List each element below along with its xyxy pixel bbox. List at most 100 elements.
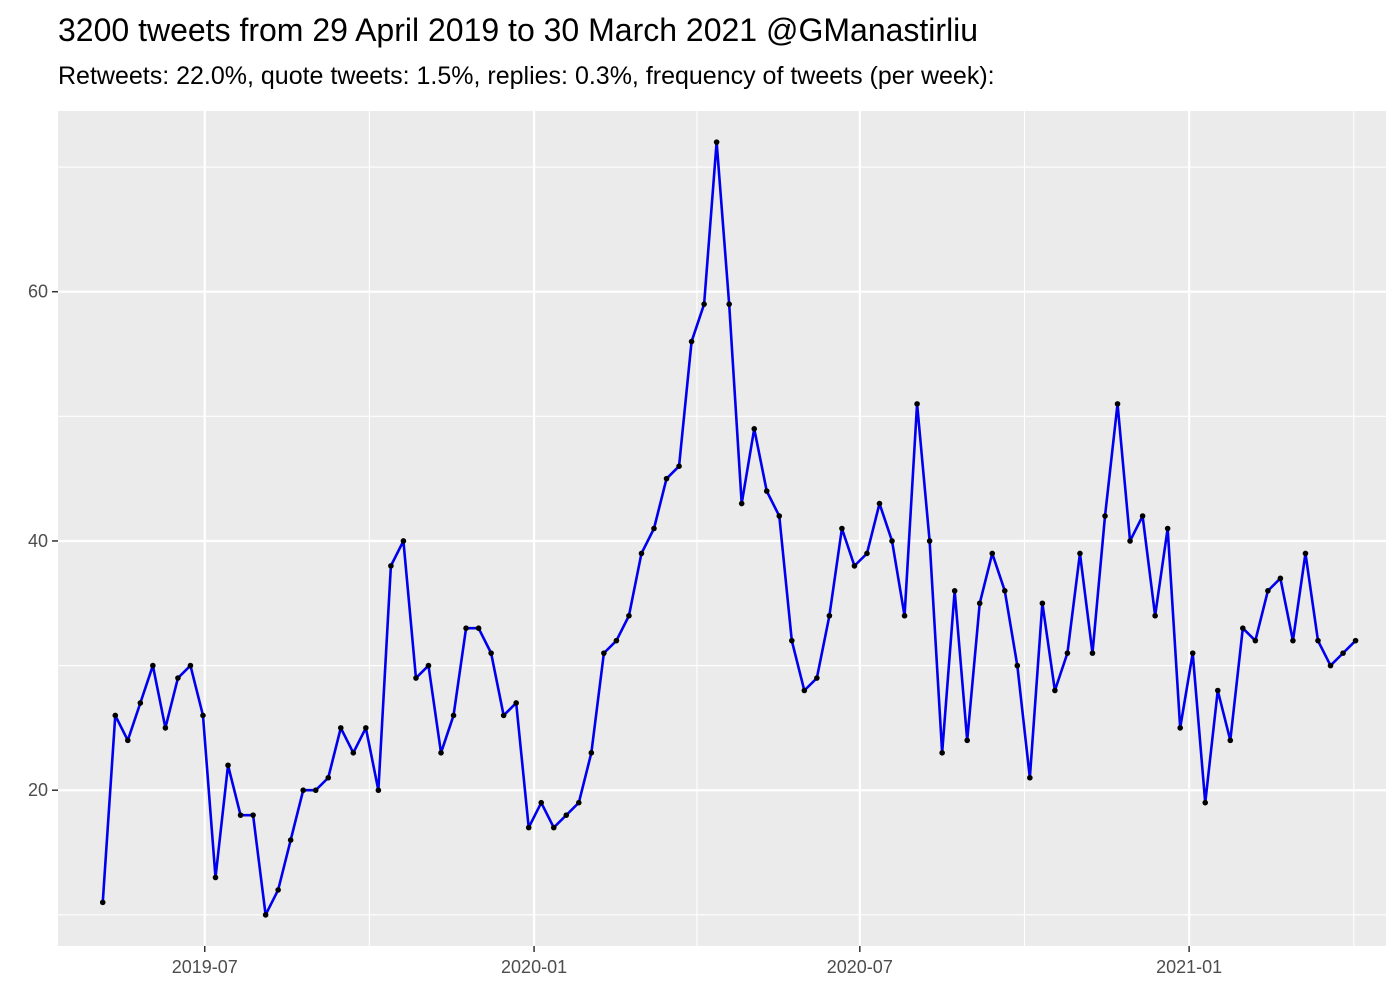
data-point bbox=[964, 737, 970, 744]
data-point bbox=[776, 513, 783, 519]
data-point bbox=[300, 787, 307, 794]
data-point bbox=[939, 750, 945, 756]
data-point bbox=[951, 588, 958, 594]
x-tick-label: 2021-01 bbox=[1156, 957, 1222, 977]
data-point bbox=[576, 799, 582, 806]
data-point bbox=[839, 525, 845, 532]
data-point bbox=[1302, 550, 1309, 557]
data-point bbox=[488, 650, 494, 656]
data-point bbox=[325, 774, 332, 781]
data-point bbox=[1139, 513, 1146, 519]
data-point bbox=[876, 500, 883, 507]
data-point bbox=[500, 712, 507, 719]
data-point bbox=[513, 700, 519, 706]
data-point bbox=[287, 837, 294, 843]
data-point bbox=[638, 550, 645, 557]
data-point bbox=[450, 712, 457, 719]
data-point bbox=[225, 762, 231, 769]
data-point bbox=[626, 612, 632, 619]
data-point bbox=[726, 301, 732, 307]
data-point bbox=[463, 625, 469, 631]
data-point bbox=[976, 600, 983, 607]
axis-ticks bbox=[52, 290, 1190, 952]
data-point bbox=[350, 750, 357, 756]
major-gridlines bbox=[58, 111, 1386, 946]
data-point bbox=[275, 887, 281, 893]
data-point bbox=[137, 700, 144, 706]
data-point bbox=[1202, 799, 1209, 806]
data-point bbox=[99, 899, 106, 906]
chart-title: 3200 tweets from 29 April 2019 to 30 Mar… bbox=[58, 12, 979, 48]
y-tick-label: 60 bbox=[28, 282, 48, 302]
plot-panel bbox=[58, 111, 1386, 946]
data-point bbox=[425, 662, 432, 669]
data-point bbox=[613, 637, 620, 644]
data-point bbox=[989, 550, 996, 557]
data-point bbox=[751, 426, 758, 432]
data-point bbox=[1102, 513, 1108, 519]
data-point bbox=[826, 612, 833, 619]
x-tick-label: 2020-01 bbox=[501, 957, 567, 977]
data-point bbox=[1252, 637, 1259, 644]
data-point bbox=[889, 538, 895, 544]
data-point bbox=[337, 725, 344, 731]
data-point bbox=[901, 612, 908, 619]
data-point bbox=[563, 812, 570, 818]
data-point bbox=[413, 675, 419, 681]
data-point bbox=[475, 625, 482, 631]
data-point bbox=[250, 812, 256, 818]
data-point bbox=[1114, 401, 1121, 407]
data-point bbox=[1240, 625, 1246, 631]
data-point bbox=[701, 301, 707, 307]
y-tick-label: 40 bbox=[28, 531, 48, 551]
data-point bbox=[187, 662, 194, 669]
minor-gridlines bbox=[58, 111, 1386, 946]
data-point bbox=[200, 712, 206, 719]
data-point bbox=[801, 687, 808, 694]
data-point bbox=[1227, 737, 1234, 744]
data-point bbox=[125, 737, 131, 744]
data-point bbox=[651, 525, 657, 532]
data-point bbox=[588, 750, 595, 756]
data-point bbox=[676, 463, 682, 469]
data-point bbox=[1001, 588, 1008, 594]
data-point bbox=[400, 538, 407, 544]
data-point bbox=[663, 475, 670, 482]
data-point bbox=[789, 637, 795, 644]
data-point bbox=[237, 812, 244, 818]
data-point bbox=[212, 874, 219, 881]
data-point bbox=[1189, 650, 1196, 656]
data-point bbox=[763, 488, 770, 494]
data-point bbox=[175, 675, 181, 681]
data-point bbox=[1027, 774, 1033, 781]
data-point bbox=[162, 725, 169, 731]
data-point bbox=[1127, 538, 1133, 544]
data-point bbox=[150, 662, 156, 669]
chart-subtitle: Retweets: 22.0%, quote tweets: 1.5%, rep… bbox=[58, 62, 995, 90]
data-point bbox=[1277, 575, 1284, 582]
data-point bbox=[814, 675, 820, 681]
x-tick-label: 2020-07 bbox=[827, 957, 893, 977]
data-point bbox=[1315, 637, 1321, 644]
data-point bbox=[1177, 725, 1183, 731]
tick-labels: 20 40 60 2019-07 2020-01 2020-07 2021-01 bbox=[28, 282, 1222, 977]
data-point bbox=[388, 563, 394, 569]
data-point bbox=[538, 799, 545, 806]
data-point bbox=[1152, 612, 1158, 619]
data-point bbox=[438, 750, 444, 756]
data-point bbox=[312, 787, 319, 794]
y-tick-label: 20 bbox=[28, 780, 48, 800]
data-point bbox=[1039, 600, 1046, 607]
data-point bbox=[363, 725, 369, 731]
series-layer bbox=[99, 139, 1359, 918]
data-point bbox=[550, 824, 557, 831]
data-point bbox=[864, 550, 870, 557]
data-point bbox=[688, 338, 695, 345]
data-point bbox=[375, 787, 382, 794]
data-point bbox=[601, 650, 607, 656]
data-point bbox=[1164, 525, 1171, 532]
data-point bbox=[1265, 588, 1271, 594]
data-point bbox=[1077, 550, 1083, 557]
data-point bbox=[1064, 650, 1071, 656]
